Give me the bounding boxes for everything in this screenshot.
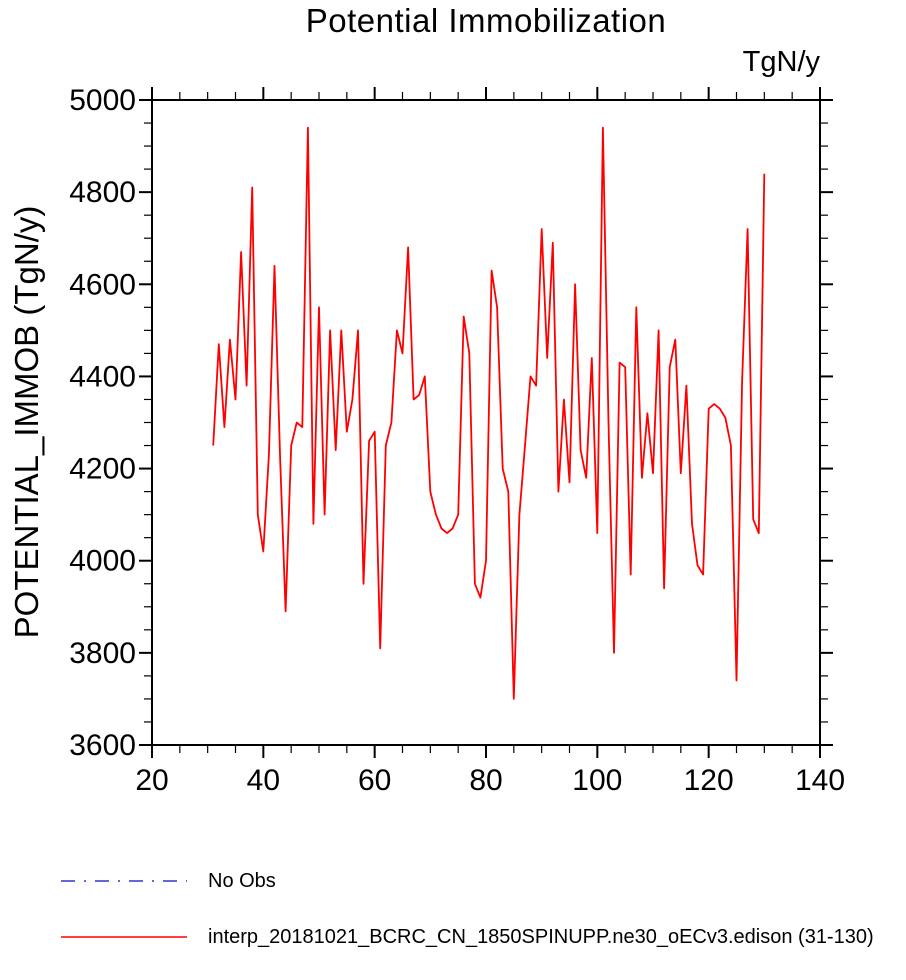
- legend-label-no-obs: No Obs: [208, 869, 276, 892]
- legend-item-no-obs: No Obs: [58, 868, 874, 894]
- x-tick-label: 20: [135, 764, 168, 797]
- legend: No Obs interp_20181021_BCRC_CN_1850SPINU…: [58, 868, 874, 980]
- y-tick-label: 5000: [69, 84, 136, 117]
- legend-item-model-run: interp_20181021_BCRC_CN_1850SPINUPP.ne30…: [58, 924, 874, 950]
- no-obs-line-sample: [61, 880, 187, 882]
- model-line-sample: [61, 936, 187, 938]
- x-tick-label: 60: [358, 764, 391, 797]
- y-tick-label: 4200: [69, 453, 136, 486]
- legend-label-model-run: interp_20181021_BCRC_CN_1850SPINUPP.ne30…: [208, 925, 874, 948]
- axes: [139, 87, 833, 758]
- tick-labels: 20 40 60 80 100 120 140 3600 3800 4000 4200 4400 460…: [69, 84, 845, 797]
- x-tick-label: 80: [469, 764, 502, 797]
- y-tick-label: 3800: [69, 637, 136, 670]
- unit-label: TgN/y: [742, 46, 820, 78]
- y-tick-label: 4000: [69, 545, 136, 578]
- plot-area: 20 40 60 80 100 120 140 3600 3800 4000 4200 4400 460…: [69, 84, 845, 797]
- y-tick-label: 4600: [69, 268, 136, 301]
- x-tick-label: 140: [795, 764, 845, 797]
- y-tick-label: 4800: [69, 176, 136, 209]
- y-tick-label: 4400: [69, 360, 136, 393]
- y-tick-label: 3600: [69, 729, 136, 762]
- series-line: [212, 126, 766, 700]
- x-tick-label: 40: [247, 764, 280, 797]
- chart-title: Potential Immobilization: [305, 2, 667, 39]
- x-tick-label: 120: [684, 764, 734, 797]
- x-tick-label: 100: [572, 764, 622, 797]
